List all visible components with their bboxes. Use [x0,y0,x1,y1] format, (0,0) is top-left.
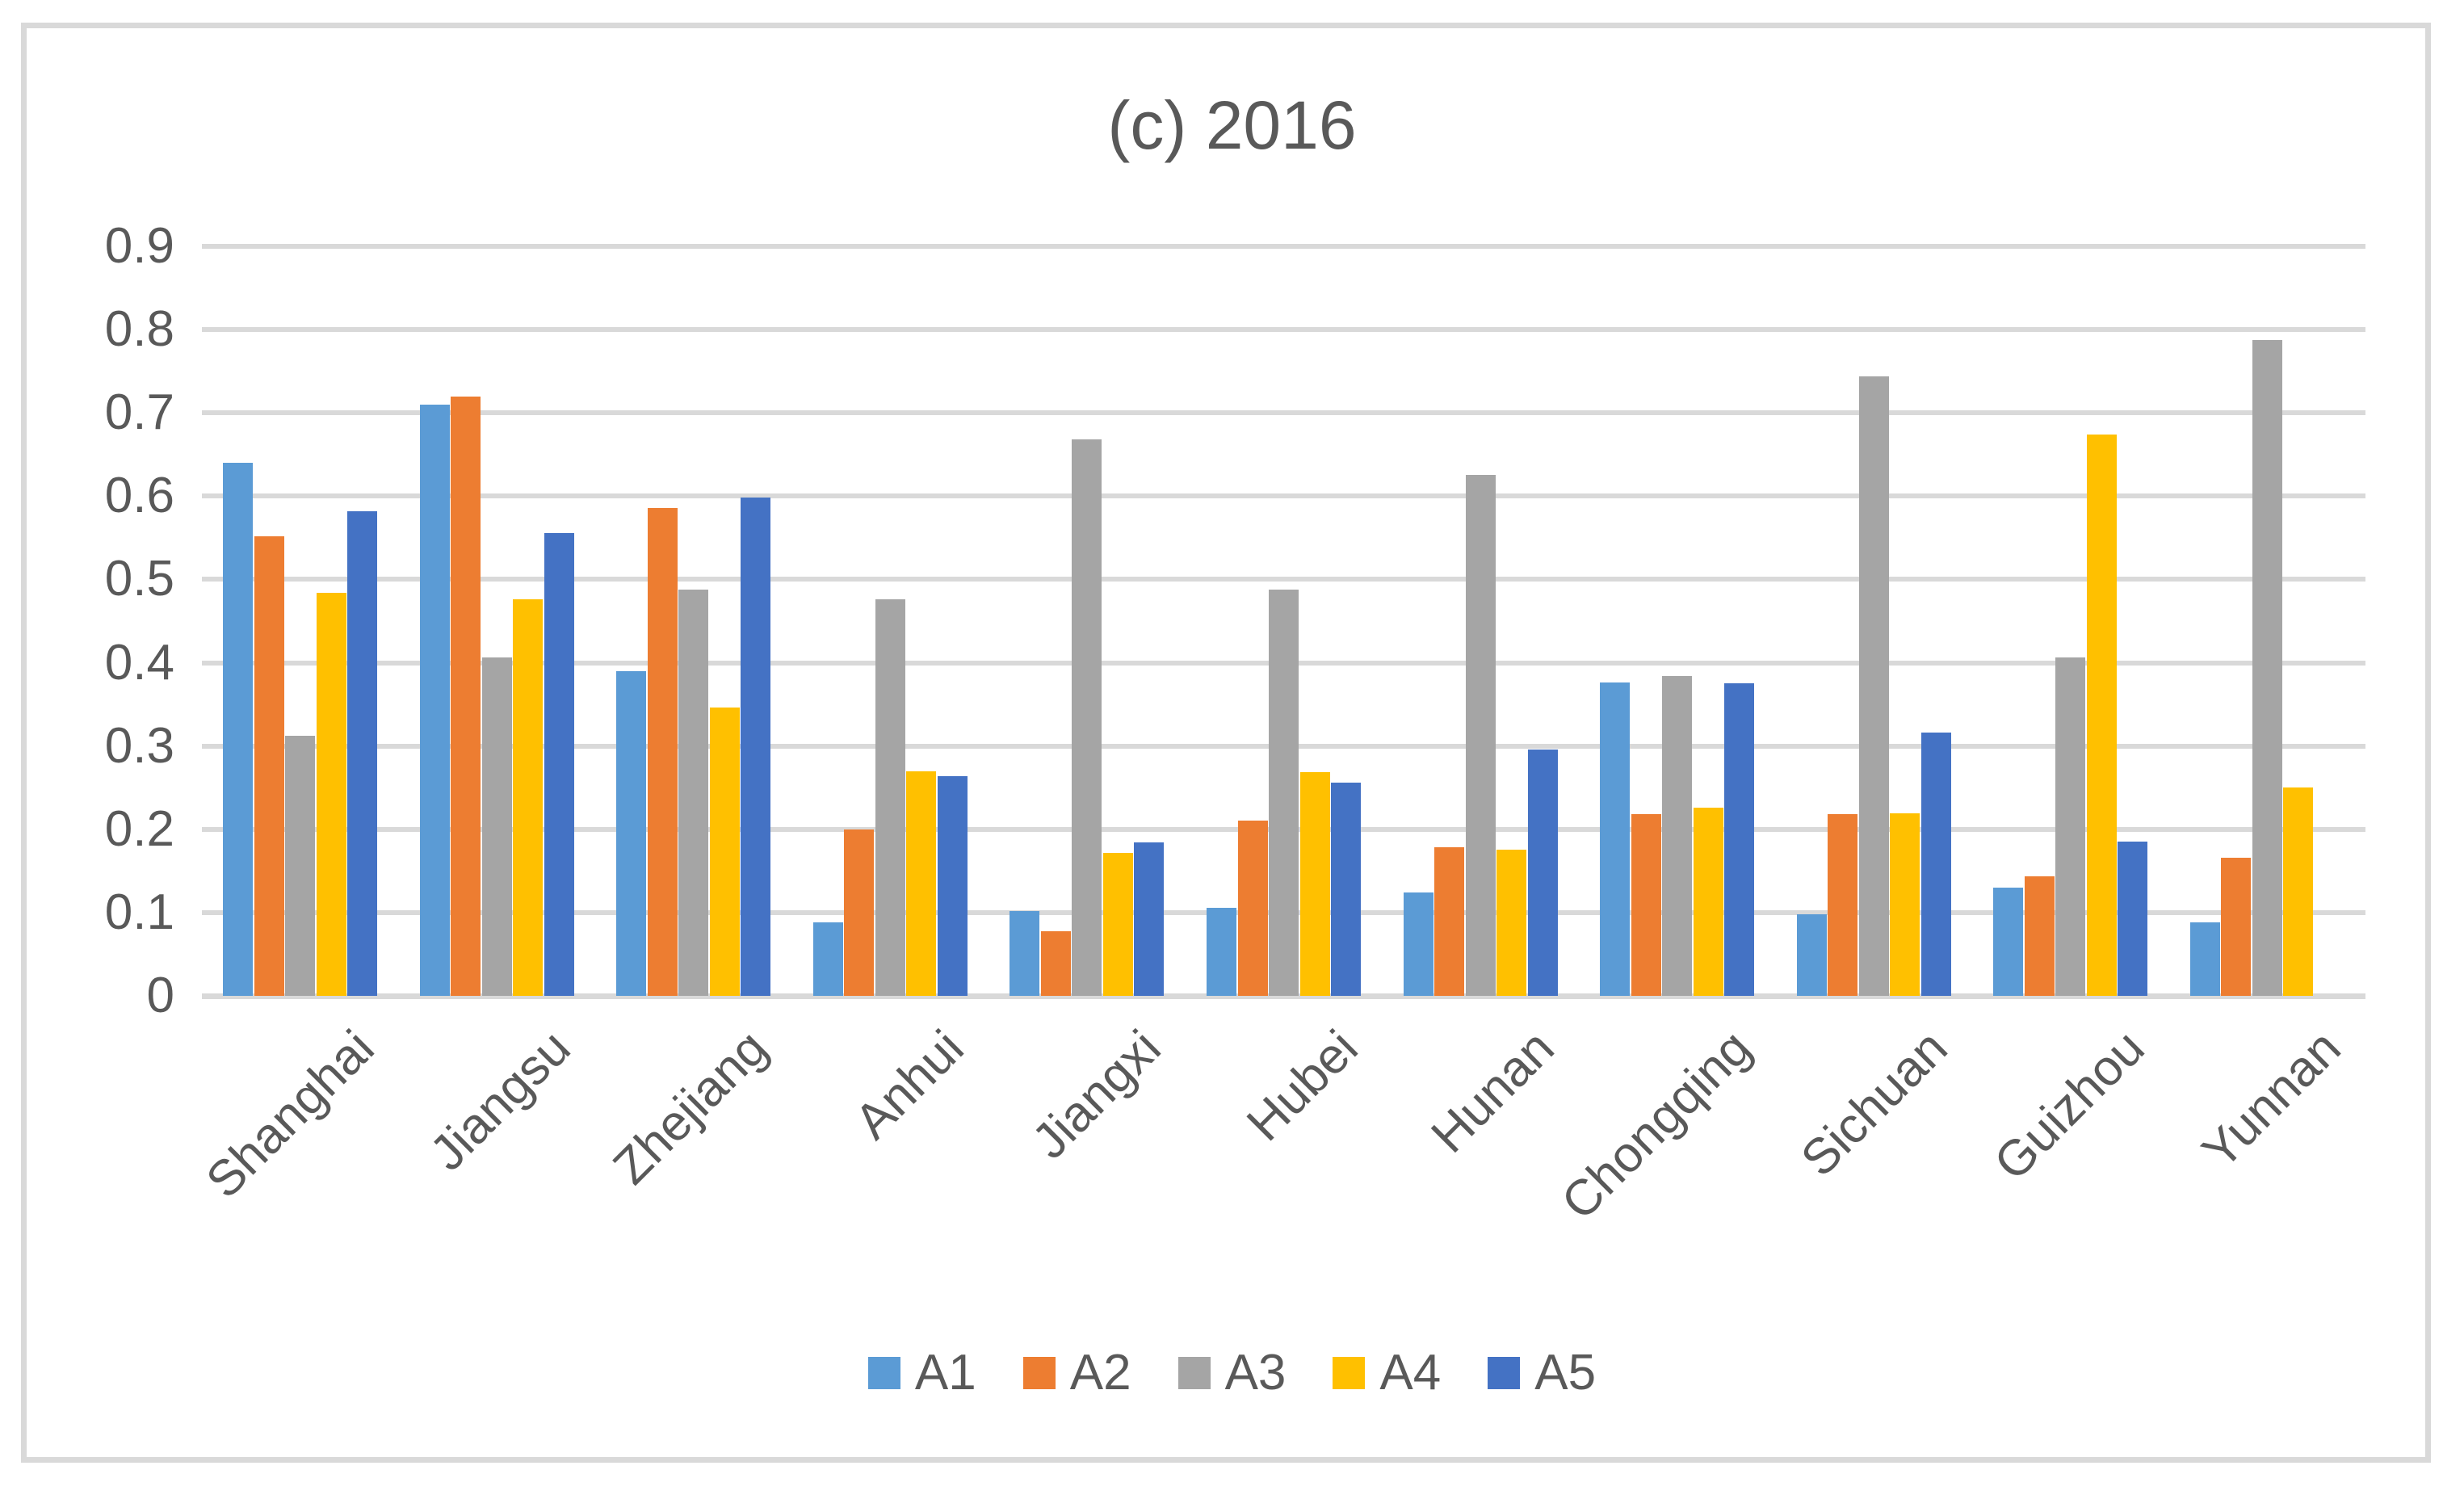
bar-A5-Hunan [1527,749,1558,996]
bar-A4-Hubei [1299,771,1330,996]
gridline-0.5 [202,577,2365,582]
legend-swatch-A3 [1177,1357,1211,1389]
legend-label-A4: A4 [1379,1345,1442,1401]
bar-A5-Anhui [937,775,968,996]
bar-A1-Hubei [1207,907,1236,996]
bar-A5-Sichuan [1920,733,1951,996]
plot-area [202,244,2365,999]
bar-A3-Hubei [1269,589,1299,996]
y-tick-label-0.7: 0.7 [104,384,174,441]
legend-item-A5: A5 [1488,1344,1596,1402]
legend-swatch-A5 [1488,1357,1521,1389]
bar-A1-Zhejiang [616,670,647,996]
bar-A2-Yunnan [2221,857,2252,996]
gridline-0.9 [202,244,2365,249]
bar-A4-Jiangsu [513,599,544,996]
legend-label-A1: A1 [914,1345,976,1401]
gridline-0 [202,993,2365,999]
chart-title: (c) 2016 [1107,87,1357,163]
bar-A2-Jiangsu [451,396,481,996]
legend-item-A4: A4 [1333,1344,1441,1402]
legend-swatch-A1 [867,1357,900,1389]
bar-A4-Hunan [1496,849,1527,996]
bar-A5-Jiangsu [544,532,574,996]
bar-A2-Chongqing [1631,814,1661,996]
bar-A5-Hubei [1331,783,1361,996]
bar-A2-Zhejiang [647,507,678,996]
bar-A3-Hunan [1465,474,1496,996]
y-tick-label-0: 0 [146,968,174,1023]
bar-A5-Guizhou [2118,842,2148,996]
bar-A2-Jiangxi [1040,930,1071,996]
gridline-0.8 [202,327,2365,333]
y-tick-label-0.8: 0.8 [104,301,174,358]
y-tick-label-0.4: 0.4 [104,634,174,691]
bar-A3-Guizhou [2055,657,2086,996]
bar-A1-Guizhou [1993,887,2024,996]
bar-A5-Jiangxi [1134,842,1165,996]
bar-A2-Anhui [844,829,875,996]
legend-item-A1: A1 [867,1344,976,1402]
bar-A3-Sichuan [1858,376,1889,996]
legend-label-A3: A3 [1224,1345,1287,1401]
legend-item-A2: A2 [1022,1344,1131,1402]
y-tick-label-0.5: 0.5 [104,551,174,607]
bar-A4-Shanghai [316,592,346,996]
bar-A3-Shanghai [285,736,316,996]
bar-A2-Hunan [1434,847,1465,996]
bar-A3-Zhejiang [678,589,709,996]
bar-A5-Shanghai [347,510,378,996]
bar-A4-Anhui [906,771,937,996]
bar-A4-Chongqing [1693,807,1723,996]
legend-label-A5: A5 [1534,1345,1597,1401]
legend-item-A3: A3 [1177,1344,1287,1402]
legend-swatch-A2 [1022,1357,1056,1389]
bar-A2-Hubei [1237,821,1268,996]
bar-A1-Yunnan [2189,922,2220,996]
bar-A4-Sichuan [1890,813,1920,996]
y-tick-label-0.9: 0.9 [104,218,174,274]
gridline-0.7 [202,410,2365,416]
y-tick-label-0.6: 0.6 [104,468,174,524]
bar-A2-Shanghai [254,535,284,996]
bar-A2-Guizhou [2024,876,2055,996]
bar-A3-Yunnan [2252,339,2282,996]
bar-A1-Jiangxi [1010,910,1040,996]
bar-A4-Yunnan [2283,787,2314,996]
bar-A5-Zhejiang [741,498,771,996]
bar-A1-Jiangsu [419,404,450,996]
bar-A1-Sichuan [1796,913,1827,996]
bar-A2-Sichuan [1828,814,1858,996]
bar-A3-Anhui [875,599,905,996]
bar-A4-Jiangxi [1102,852,1133,996]
bar-A3-Jiangsu [481,657,512,996]
bar-A4-Zhejiang [709,708,740,996]
legend: A1 A2 A3 A4 A5 [0,1337,2464,1409]
bar-A4-Guizhou [2086,435,2117,996]
bar-A5-Chongqing [1724,683,1755,996]
bar-A3-Jiangxi [1072,439,1102,996]
y-tick-label-0.3: 0.3 [104,717,174,774]
y-tick-label-0.2: 0.2 [104,800,174,857]
bar-A3-Chongqing [1662,676,1693,996]
legend-swatch-A4 [1333,1357,1366,1389]
legend-label-A2: A2 [1069,1345,1131,1401]
gridline-0.6 [202,493,2365,499]
bar-A1-Anhui [812,922,843,996]
y-tick-label-0.1: 0.1 [104,884,174,940]
bar-A1-Shanghai [223,463,254,996]
bar-A1-Chongqing [1600,682,1631,996]
bar-A1-Hunan [1403,892,1433,996]
chart-border [21,23,2431,1463]
